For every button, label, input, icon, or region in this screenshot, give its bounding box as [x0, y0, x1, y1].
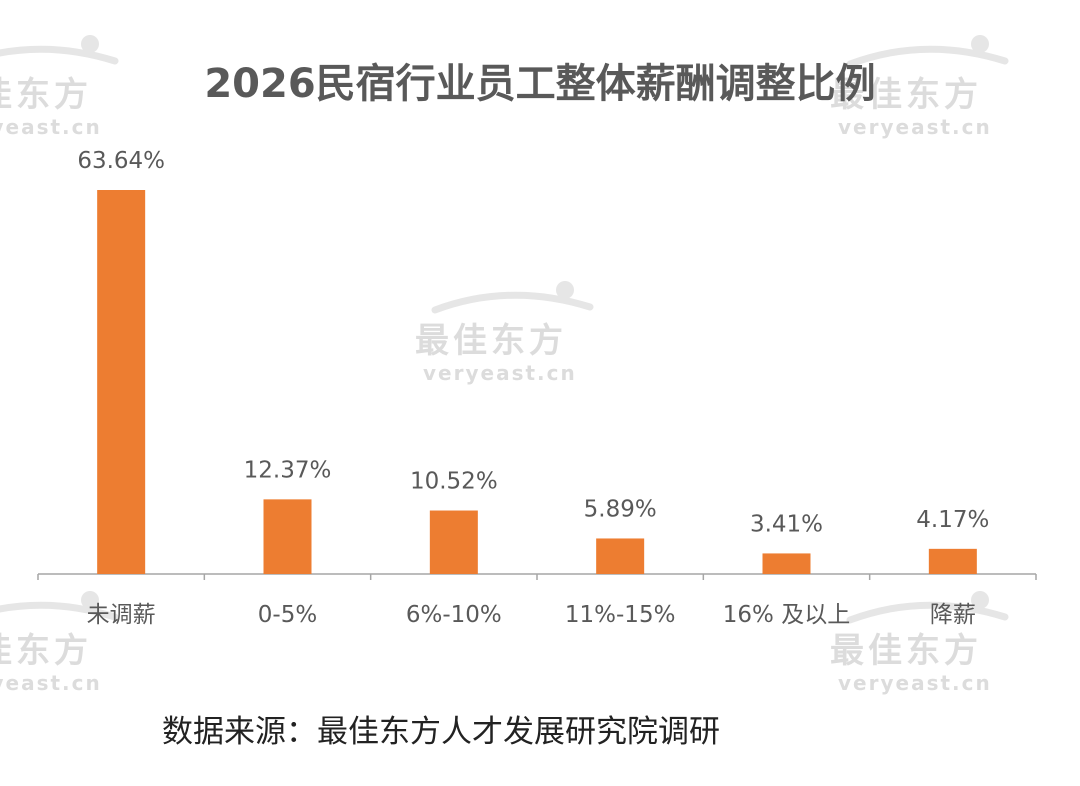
bar-value-label: 10.52% [410, 469, 498, 495]
bar-value-label: 63.64% [77, 148, 165, 174]
watermark-brand: 最佳东方 [830, 75, 982, 115]
bar [429, 510, 478, 574]
watermark-layer: 最佳东方veryeast.cn最佳东方veryeast.cn最佳东方veryea… [0, 35, 1009, 695]
category-label: 16% 及以上 [723, 602, 850, 628]
watermark-brand: 最佳东方 [415, 321, 567, 361]
watermark-domain: veryeast.cn [423, 361, 577, 385]
watermark-domain: veryeast.cn [0, 671, 102, 695]
watermark-swoosh [846, 45, 1009, 68]
category-label: 未调薪 [87, 602, 156, 628]
watermark-dot [971, 591, 989, 609]
source-note: 数据来源：最佳东方人才发展研究院调研 [162, 714, 720, 750]
watermark-swoosh [0, 601, 119, 621]
plot-area: 63.64% 未调薪 12.37% 0-5% 10.52% 6%-10% 5.89% 11%-… [37, 148, 1037, 628]
bar-value-label: 3.41% [750, 511, 823, 537]
category-label: 降薪 [930, 602, 976, 628]
watermark-brand: 最佳东方 [0, 631, 92, 671]
category-label: 6%-10% [406, 602, 502, 628]
bar [97, 190, 146, 574]
watermark-dot [971, 35, 989, 53]
watermark-brand: 最佳东方 [0, 75, 92, 115]
bar [596, 538, 645, 574]
watermark-dot [81, 35, 99, 53]
bar-value-label: 5.89% [584, 496, 657, 522]
bar [762, 553, 811, 574]
watermark-domain: veryeast.cn [838, 671, 992, 695]
watermark-dot [81, 591, 99, 609]
bar-value-label: 4.17% [916, 507, 989, 533]
watermark-domain: veryeast.cn [0, 115, 102, 139]
watermark-dot [556, 281, 574, 299]
watermark-swoosh [0, 45, 119, 65]
category-label: 0-5% [258, 602, 317, 628]
bar-value-label: 12.37% [244, 457, 332, 483]
watermark-swoosh [431, 291, 594, 314]
watermark-domain: veryeast.cn [838, 115, 992, 139]
category-label: 11%-15% [565, 602, 676, 628]
watermark-swoosh [846, 601, 1009, 624]
bar [263, 499, 312, 574]
chart-title: 2026民宿行业员工整体薪酬调整比例 [204, 61, 875, 107]
bar [928, 548, 977, 574]
watermark-brand: 最佳东方 [830, 631, 982, 671]
